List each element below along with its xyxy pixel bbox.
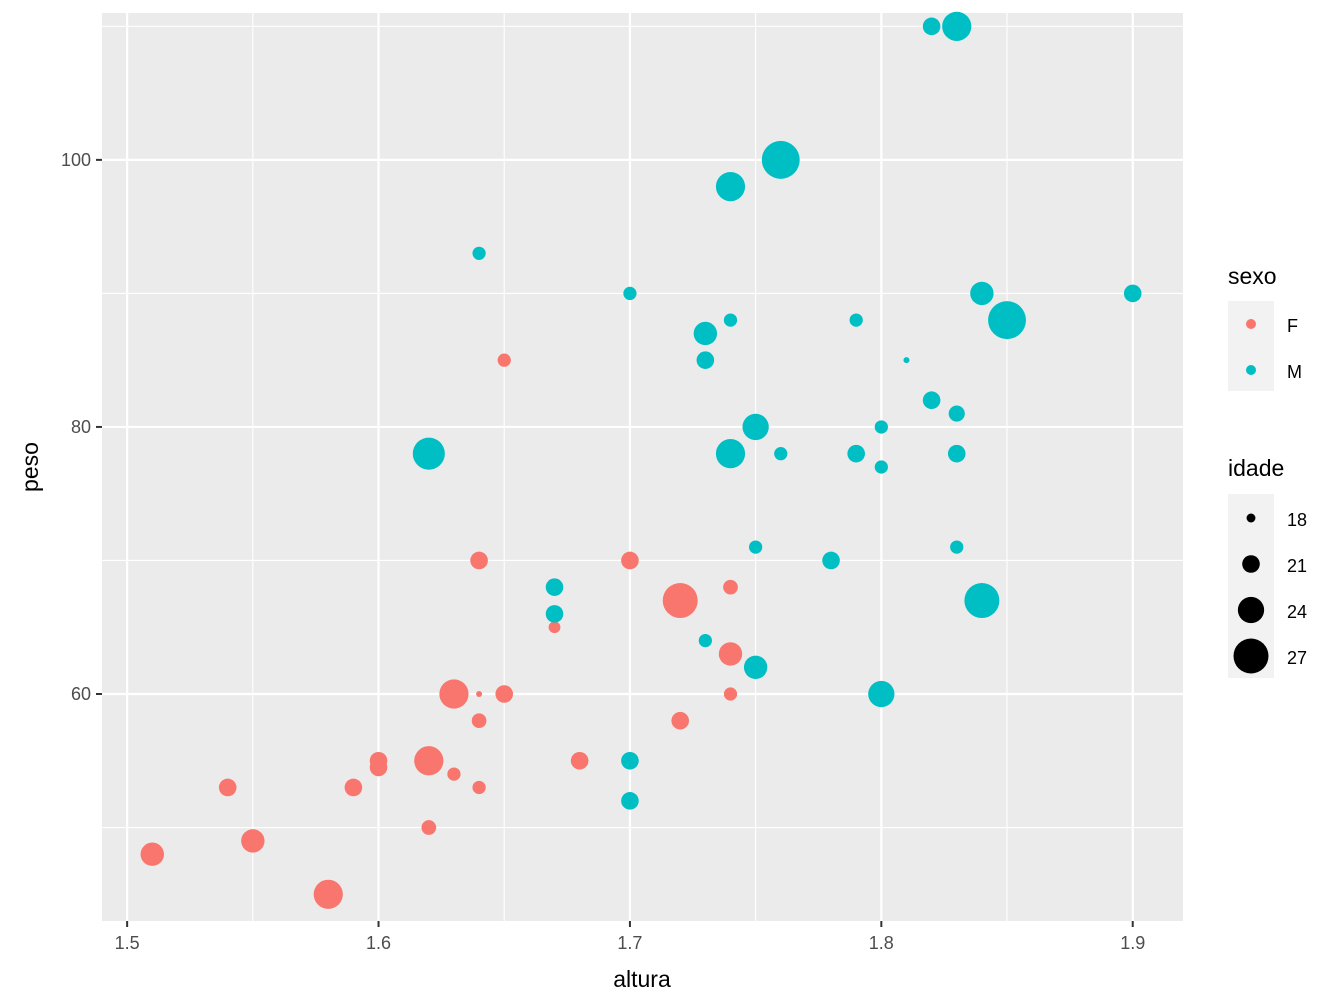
data-point-f [471, 713, 487, 729]
data-point-m [472, 246, 486, 260]
data-point-m [693, 321, 718, 346]
data-point-f [472, 780, 486, 795]
legend-size-key [1242, 555, 1260, 573]
data-point-m [948, 405, 965, 422]
panel-background [102, 13, 1183, 921]
data-point-f [497, 353, 511, 367]
data-point-f [570, 751, 589, 770]
legend-size-key [1246, 513, 1256, 523]
data-point-f [723, 579, 738, 595]
data-point-m [942, 11, 972, 41]
x-tick-label: 1.6 [366, 933, 391, 953]
legend-key-f [1246, 319, 1256, 329]
color-legend: sexo F M [1228, 263, 1302, 391]
minor-gridlines [102, 13, 1183, 921]
data-point-m [696, 351, 715, 369]
x-tick-label: 1.5 [115, 933, 140, 953]
data-point-f [218, 778, 237, 797]
data-point-m [715, 171, 746, 202]
data-point-m [742, 413, 769, 441]
data-point-f [369, 758, 388, 777]
data-point-f [414, 746, 444, 776]
size-legend: idade 18 21 24 27 [1228, 455, 1307, 678]
data-point-f [476, 691, 483, 697]
data-point-m [698, 633, 712, 648]
data-point-m [761, 140, 800, 179]
legend-label-f: F [1287, 316, 1298, 336]
data-point-m [623, 286, 637, 301]
legend-key-m [1246, 365, 1256, 375]
data-point-m [868, 680, 895, 708]
legend-size-label: 24 [1287, 602, 1307, 622]
data-point-f [495, 685, 514, 703]
y-tick-label: 100 [61, 150, 91, 170]
legend-size-label: 21 [1287, 556, 1307, 576]
y-tick-label: 80 [71, 417, 91, 437]
data-point-m [412, 437, 445, 470]
data-point-m [847, 444, 865, 463]
data-point-f [421, 820, 437, 835]
x-tick-label: 1.8 [869, 933, 894, 953]
data-point-f [621, 551, 639, 570]
data-point-m [874, 420, 888, 434]
data-point-f [241, 829, 265, 853]
data-point-m [743, 655, 768, 679]
data-point-m [723, 313, 738, 327]
data-point-m [715, 439, 746, 469]
data-point-m [545, 578, 564, 596]
data-point-m [1123, 284, 1142, 303]
data-point-m [964, 583, 1000, 619]
legend-label-m: M [1287, 362, 1302, 382]
data-point-m [950, 540, 964, 554]
data-point-m [545, 605, 564, 623]
x-axis-ticks: 1.5 1.6 1.7 1.8 1.9 [115, 921, 1145, 953]
data-point-m [922, 391, 941, 410]
data-point-m [621, 751, 639, 770]
y-axis-title: peso [17, 442, 43, 492]
data-point-f [671, 711, 690, 730]
data-point-m [903, 357, 910, 364]
y-axis-ticks: 60 80 100 [61, 150, 102, 704]
y-tick-label: 60 [71, 684, 91, 704]
legend-size-key [1237, 596, 1265, 624]
data-point-m [822, 551, 840, 570]
data-point-f [439, 679, 469, 709]
legend-size-label: 27 [1287, 648, 1307, 668]
size-legend-title: idade [1228, 455, 1284, 481]
data-point-m [621, 792, 639, 810]
data-point-m [922, 17, 941, 36]
data-point-f [662, 583, 698, 619]
data-point-m [988, 301, 1026, 340]
data-points [140, 11, 1142, 909]
data-point-m [970, 281, 994, 306]
data-point-f [718, 642, 743, 666]
data-point-f [313, 879, 343, 909]
data-point-m [947, 444, 966, 463]
data-point-f [447, 767, 461, 781]
color-legend-key-background [1228, 301, 1274, 391]
data-point-f [344, 778, 363, 797]
color-legend-title: sexo [1228, 263, 1277, 289]
data-point-m [874, 460, 888, 474]
data-point-m [774, 447, 788, 461]
legend-size-label: 18 [1287, 510, 1307, 530]
data-point-m [849, 313, 863, 327]
legend-size-key [1233, 638, 1269, 674]
x-tick-label: 1.7 [617, 933, 642, 953]
data-point-f [723, 687, 738, 701]
data-point-f [548, 621, 561, 634]
data-point-m [749, 540, 763, 554]
data-point-f [470, 551, 488, 570]
data-point-f [140, 842, 164, 866]
x-tick-label: 1.9 [1120, 933, 1145, 953]
x-axis-title: altura [613, 966, 671, 992]
